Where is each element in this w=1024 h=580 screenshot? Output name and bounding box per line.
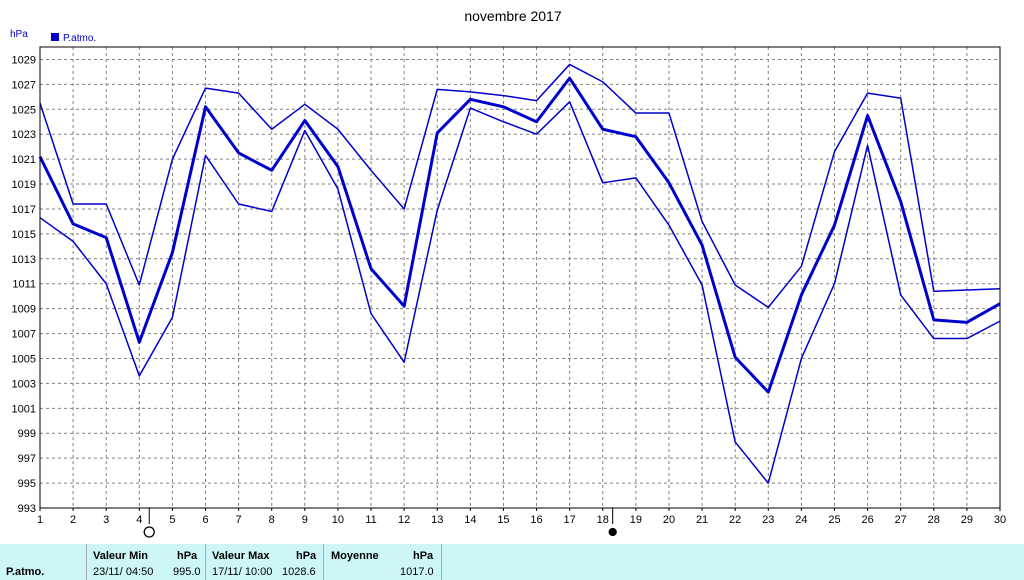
min-value: 995.0 xyxy=(173,566,201,578)
y-tick-label: 999 xyxy=(18,428,36,440)
chart-title: novembre 2017 xyxy=(464,8,562,24)
y-tick-label: 1007 xyxy=(12,329,36,341)
x-tick-label: 19 xyxy=(630,514,642,526)
max-header: Valeur Max xyxy=(212,550,270,562)
x-tick-label: 17 xyxy=(564,514,576,526)
plot-frame xyxy=(39,46,1001,509)
x-tick-label: 28 xyxy=(928,514,940,526)
y-tick-label: 1009 xyxy=(12,304,36,316)
min-header: Valeur Min xyxy=(93,550,149,562)
y-tick-label: 993 xyxy=(18,503,36,515)
x-tick-label: 12 xyxy=(398,514,410,526)
series-line-mean xyxy=(38,76,1001,394)
y-tick-label: 1015 xyxy=(12,229,36,241)
x-tick-label: 2 xyxy=(70,514,76,526)
min-unit: hPa xyxy=(177,550,198,562)
summary-separator xyxy=(323,544,324,580)
x-tick-label: 27 xyxy=(895,514,907,526)
max-value: 1028.6 xyxy=(282,566,316,578)
mean-value: 1017.0 xyxy=(400,566,434,578)
y-tick-label: 995 xyxy=(18,478,36,490)
legend-swatch xyxy=(51,33,59,41)
y-tick-label: 1003 xyxy=(12,378,36,390)
max-unit: hPa xyxy=(296,550,317,562)
x-tick-label: 25 xyxy=(828,514,840,526)
summary-separator xyxy=(86,544,87,580)
y-axis-unit: hPa xyxy=(10,29,28,40)
legend-label: P.atmo. xyxy=(63,33,96,44)
grid xyxy=(39,47,1001,511)
summary-bar: P.atmo. Valeur Min hPa 23/11/ 04:50 995.… xyxy=(0,544,1024,580)
x-tick-label: 13 xyxy=(431,514,443,526)
pressure-chart: novembre 2017 hPa P.atmo. 993 995 997 999 10… xyxy=(10,8,1006,538)
series-line-max xyxy=(39,63,1001,309)
x-tick-label: 21 xyxy=(696,514,708,526)
x-tick-label: 1 xyxy=(37,514,43,526)
x-tick-label: 26 xyxy=(861,514,873,526)
summary-separator xyxy=(205,544,206,580)
x-tick-label: 11 xyxy=(365,514,376,526)
x-tick-label: 7 xyxy=(236,514,242,526)
y-tick-label: 1027 xyxy=(12,79,36,91)
max-date: 17/11/ 10:00 xyxy=(212,566,273,578)
x-tick-label: 22 xyxy=(729,514,741,526)
x-tick-label: 30 xyxy=(994,514,1006,526)
x-tick-label: 23 xyxy=(762,514,774,526)
moon-markers xyxy=(143,508,617,538)
series-lines xyxy=(38,63,1001,484)
y-tick-label: 1021 xyxy=(12,154,36,166)
mean-unit: hPa xyxy=(413,550,434,562)
x-tick-label: 6 xyxy=(202,514,208,526)
x-tick-label: 4 xyxy=(136,514,142,526)
y-tick-label: 1001 xyxy=(12,403,36,415)
x-tick-label: 10 xyxy=(332,514,344,526)
mean-header: Moyenne xyxy=(331,550,379,562)
y-tick-labels: 993 995 997 999 1001 1003 1005 1007 1009 1011 1013… xyxy=(12,54,36,515)
series-line-min xyxy=(39,101,1001,484)
x-tick-label: 29 xyxy=(961,514,973,526)
x-tick-label: 3 xyxy=(103,514,109,526)
y-tick-label: 1013 xyxy=(12,254,36,266)
x-tick-label: 16 xyxy=(530,514,542,526)
y-tick-label: 1017 xyxy=(12,204,36,216)
x-tick-labels: 1 2 3 4 5 6 7 8 9 10 11 12 13 14 15 16 17 18 19 20 21 22 23 24 2… xyxy=(37,514,1006,526)
x-tick-label: 20 xyxy=(663,514,675,526)
x-tick-label: 14 xyxy=(464,514,476,526)
y-tick-label: 1025 xyxy=(12,104,36,116)
y-tick-label: 997 xyxy=(18,453,36,465)
summary-separator xyxy=(441,544,442,580)
x-tick-label: 5 xyxy=(169,514,175,526)
x-tick-label: 8 xyxy=(269,514,275,526)
x-tick-label: 9 xyxy=(302,514,308,526)
min-date: 23/11/ 04:50 xyxy=(93,566,154,578)
summary-series-label: P.atmo. xyxy=(6,566,45,578)
y-tick-label: 1005 xyxy=(12,353,36,365)
y-tick-label: 1023 xyxy=(12,129,36,141)
full-moon-icon xyxy=(143,526,155,538)
x-tick-label: 18 xyxy=(597,514,609,526)
x-tick-label: 15 xyxy=(497,514,509,526)
y-tick-label: 1019 xyxy=(12,179,36,191)
y-tick-label: 1011 xyxy=(12,279,36,291)
new-moon-icon xyxy=(608,527,617,537)
x-tick-label: 24 xyxy=(795,514,807,526)
y-tick-label: 1029 xyxy=(12,54,36,66)
